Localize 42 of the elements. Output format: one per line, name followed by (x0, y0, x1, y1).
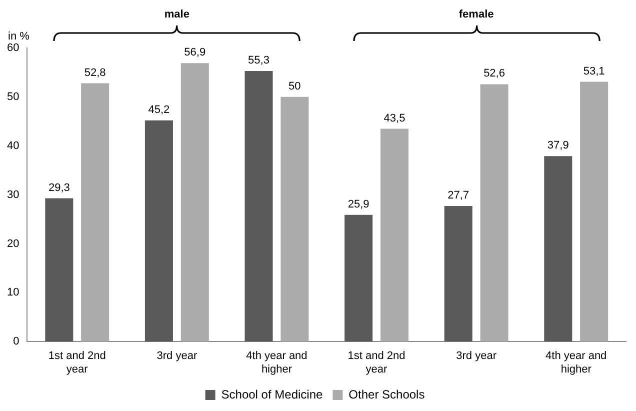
data-label: 45,2 (148, 104, 170, 116)
y-tick-label: 30 (6, 188, 20, 201)
bar (45, 198, 74, 342)
x-tick-label: 4th year and higher (546, 350, 607, 376)
data-label: 56,9 (184, 46, 206, 59)
data-label: 29,3 (48, 182, 70, 194)
data-label: 43,5 (384, 112, 406, 124)
y-tick-label: 0 (13, 336, 20, 348)
y-tick-label: 60 (6, 42, 20, 54)
x-tick-label: 3rd year (456, 350, 497, 362)
data-label: 37,9 (547, 140, 569, 152)
bar (144, 120, 173, 342)
text: female (458, 8, 494, 21)
bar (81, 83, 110, 342)
bar (444, 206, 472, 342)
data-label: 27,7 (448, 190, 470, 202)
bar (180, 63, 209, 342)
x-tick-label: 1st and 2nd year (348, 350, 406, 376)
y-tick-label: 40 (6, 140, 20, 152)
bar (280, 96, 309, 342)
data-label: 53,1 (583, 65, 605, 78)
legend-label: Other Schools (348, 387, 425, 402)
data-label: 52,8 (84, 66, 106, 79)
bar (480, 84, 508, 342)
data-label: 50 (288, 80, 301, 92)
bar (380, 128, 408, 342)
bar (244, 71, 273, 342)
data-label: 55,3 (248, 54, 270, 67)
y-tick-label: 10 (6, 286, 20, 299)
bar (544, 156, 572, 342)
legend-label: School of Medicine (221, 387, 324, 402)
data-label: 25,9 (348, 198, 370, 210)
y-axis-title: in % (8, 30, 30, 43)
text: male (164, 8, 190, 21)
bar (580, 82, 608, 342)
x-tick-label: 1st and 2nd year (48, 350, 106, 376)
y-tick-label: 20 (6, 238, 20, 250)
data-label: 52,6 (484, 68, 505, 80)
x-tick-label: 3rd year (156, 350, 198, 362)
bar (344, 214, 373, 342)
y-tick-label: 50 (6, 90, 20, 103)
x-tick-label: 4th year and higher (246, 350, 308, 376)
